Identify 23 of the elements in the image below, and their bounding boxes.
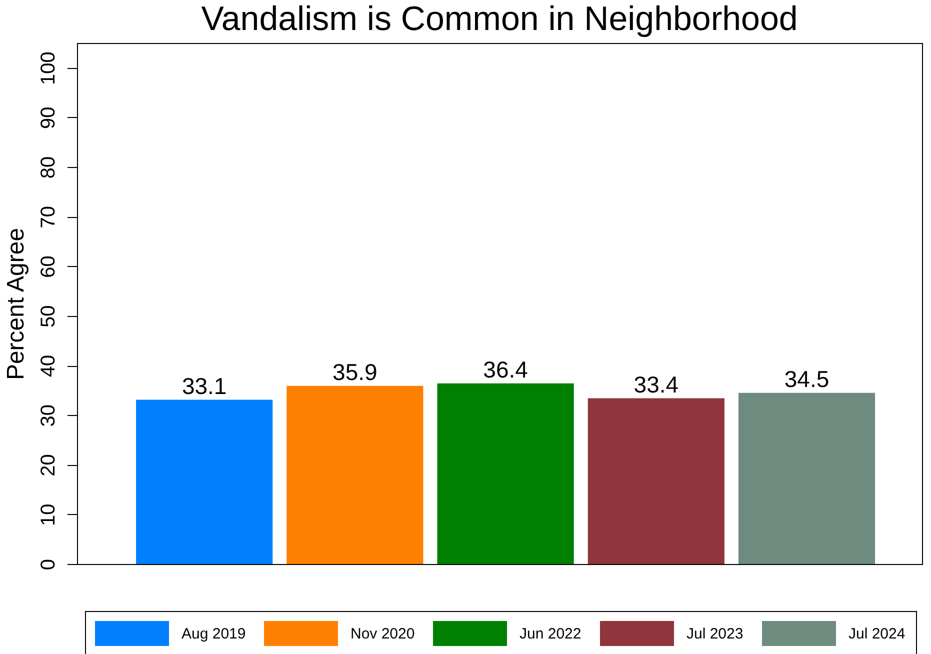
legend-label: Nov 2020 bbox=[350, 626, 415, 642]
legend-label: Aug 2019 bbox=[182, 626, 246, 642]
y-tick-label: 20 bbox=[38, 454, 60, 476]
y-tick-label: 90 bbox=[38, 106, 60, 130]
legend-label: Jul 2023 bbox=[686, 626, 744, 642]
data-label: 36.4 bbox=[483, 356, 528, 382]
data-label: 33.4 bbox=[634, 371, 679, 398]
y-tick-label: 50 bbox=[38, 305, 60, 328]
y-axis-title: Percent Agree bbox=[2, 228, 30, 380]
chart-title: Vandalism is Common in Neighborhood bbox=[201, 0, 798, 38]
y-tick-label: 0 bbox=[38, 558, 60, 570]
y-tick-label: 80 bbox=[38, 156, 60, 179]
y-tick-label: 40 bbox=[38, 354, 60, 378]
y-tick-label: 100 bbox=[38, 52, 60, 85]
data-label: 34.5 bbox=[784, 366, 830, 392]
y-tick-label: 60 bbox=[38, 256, 60, 278]
legend-label: Jul 2024 bbox=[848, 626, 906, 642]
legend-label: Jun 2022 bbox=[520, 626, 582, 642]
data-label: 33.1 bbox=[182, 372, 227, 399]
y-tick-label: 70 bbox=[38, 206, 60, 228]
data-label: 35.9 bbox=[332, 358, 378, 385]
y-tick-label: 10 bbox=[38, 504, 60, 526]
y-tick-label: 30 bbox=[38, 404, 60, 427]
